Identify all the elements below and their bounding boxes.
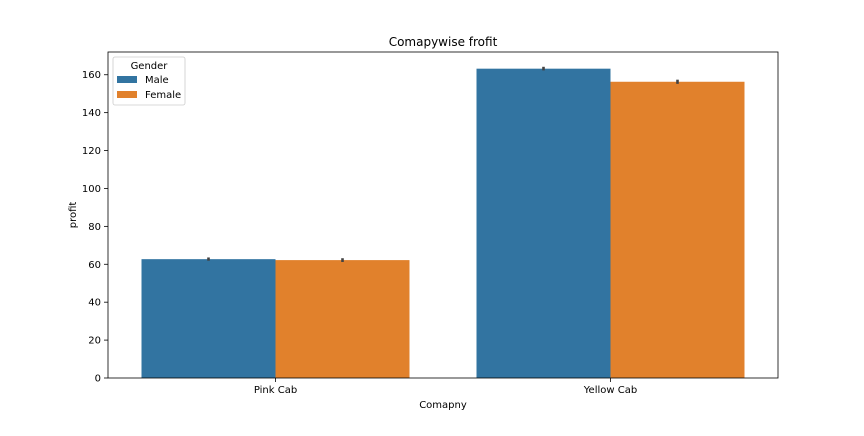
y-tick-label: 80: [88, 222, 101, 233]
y-tick-label: 20: [88, 336, 101, 347]
y-tick-label: 0: [95, 374, 101, 385]
legend-swatch-male: [117, 76, 137, 83]
legend-label-female: Female: [145, 90, 181, 101]
plot-frame: [107, 51, 779, 379]
y-tick-label: 160: [82, 70, 101, 81]
x-axis-label: Comapny: [419, 400, 467, 411]
y-tick-label: 120: [82, 146, 101, 157]
x-tick-label: Yellow Cab: [583, 385, 637, 396]
bar: [476, 68, 611, 378]
chart-title: Comapywise frofit: [389, 35, 498, 49]
x-tick-label: Pink Cab: [254, 385, 297, 396]
legend-swatch-female: [117, 91, 137, 98]
y-tick-label: 100: [82, 184, 101, 195]
y-tick-label: 140: [82, 108, 101, 119]
legend-label-male: Male: [145, 75, 169, 86]
y-tick-label: 60: [88, 260, 101, 271]
bar: [141, 259, 276, 378]
legend: Gender Male Female: [112, 56, 186, 106]
y-tick-label: 40: [88, 298, 101, 309]
y-axis-label: profit: [68, 202, 79, 229]
bar: [275, 260, 410, 378]
bar: [610, 81, 745, 379]
legend-title: Gender: [131, 61, 169, 72]
